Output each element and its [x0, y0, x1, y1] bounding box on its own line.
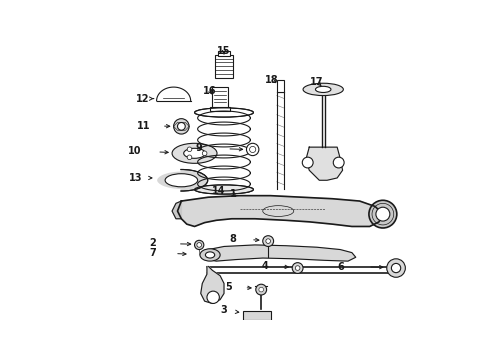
Text: 16: 16	[203, 86, 217, 96]
Bar	[210, 107, 230, 111]
Circle shape	[195, 240, 204, 249]
Polygon shape	[177, 195, 383, 226]
Text: 4: 4	[262, 261, 269, 271]
Ellipse shape	[303, 83, 343, 95]
Circle shape	[292, 263, 303, 274]
Ellipse shape	[155, 170, 208, 191]
Circle shape	[207, 291, 220, 303]
Text: 6: 6	[337, 261, 343, 271]
Bar	[218, 51, 230, 55]
Ellipse shape	[172, 143, 217, 163]
Polygon shape	[306, 147, 343, 180]
Circle shape	[173, 119, 189, 134]
Circle shape	[295, 266, 300, 270]
Ellipse shape	[184, 148, 205, 158]
Text: 11: 11	[137, 121, 151, 131]
Circle shape	[259, 287, 264, 292]
Text: 17: 17	[310, 77, 324, 87]
Text: 12: 12	[136, 94, 149, 104]
Text: 10: 10	[128, 146, 142, 156]
Ellipse shape	[200, 249, 220, 261]
Circle shape	[187, 155, 192, 159]
Circle shape	[202, 151, 207, 156]
Text: 5: 5	[225, 282, 232, 292]
Text: 3: 3	[220, 305, 227, 315]
Circle shape	[302, 157, 313, 168]
Ellipse shape	[205, 252, 215, 258]
Circle shape	[392, 264, 401, 273]
Text: 7: 7	[149, 248, 156, 258]
Bar	[277, 80, 285, 93]
Text: 2: 2	[149, 238, 156, 248]
Polygon shape	[202, 245, 356, 261]
Circle shape	[263, 236, 273, 247]
Circle shape	[376, 207, 390, 221]
Ellipse shape	[195, 108, 253, 117]
Circle shape	[266, 239, 270, 243]
Circle shape	[246, 143, 259, 156]
Polygon shape	[201, 266, 224, 303]
Circle shape	[369, 200, 397, 228]
Circle shape	[256, 284, 267, 295]
Ellipse shape	[195, 185, 253, 194]
Text: 8: 8	[230, 234, 237, 244]
Ellipse shape	[165, 174, 197, 187]
Text: 13: 13	[129, 173, 143, 183]
Circle shape	[187, 147, 192, 152]
Text: 9: 9	[195, 143, 202, 153]
Text: 18: 18	[265, 75, 279, 85]
Circle shape	[249, 147, 256, 153]
Bar	[243, 311, 270, 320]
Circle shape	[333, 157, 344, 168]
Bar	[212, 87, 228, 109]
Text: 14: 14	[212, 186, 225, 196]
Polygon shape	[172, 201, 181, 219]
Ellipse shape	[316, 86, 331, 93]
Circle shape	[197, 243, 201, 247]
Text: 1: 1	[230, 189, 237, 199]
Text: 15: 15	[217, 46, 231, 56]
Bar	[216, 55, 233, 78]
Circle shape	[387, 259, 405, 277]
Circle shape	[177, 122, 185, 130]
